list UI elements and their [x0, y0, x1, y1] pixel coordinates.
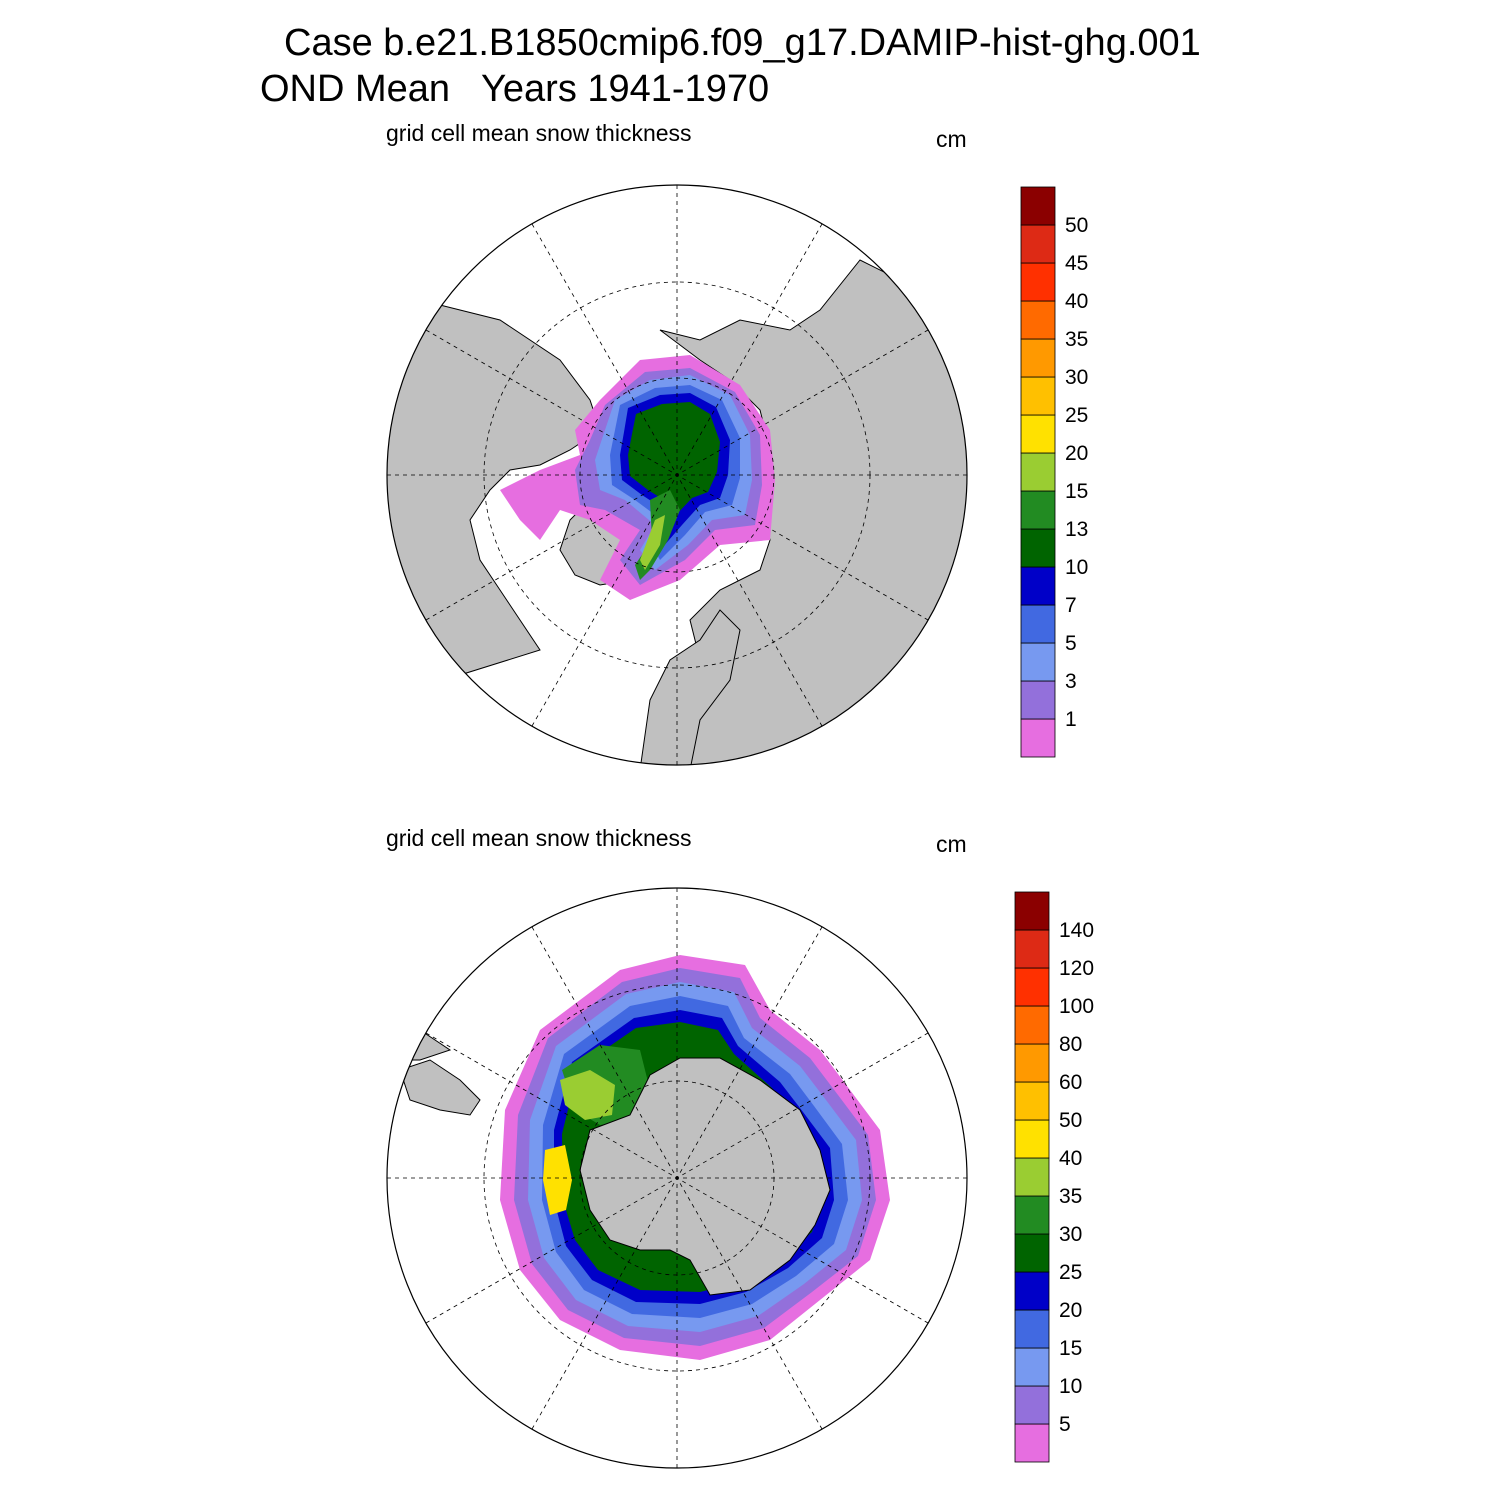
colorbar-tick-label: 10: [1065, 556, 1088, 579]
north-panel-unit: cm: [936, 126, 967, 152]
colorbar-swatch: [1014, 1271, 1050, 1311]
colorbar-swatch: [1020, 528, 1056, 568]
colorbar-swatch: [1014, 1347, 1050, 1387]
south-snow-band-45cm: [543, 1145, 572, 1215]
colorbar-tick-label: 50: [1059, 1109, 1082, 1132]
south-snow-band-40cm: [560, 1070, 615, 1120]
colorbar-swatch: [1020, 566, 1056, 606]
colorbar-swatch: [1020, 224, 1056, 264]
colorbar-swatch: [1020, 414, 1056, 454]
colorbar-swatch: [1014, 1043, 1050, 1083]
colorbar-tick-label: 5: [1059, 1413, 1071, 1436]
colorbar-tick-label: 40: [1065, 290, 1088, 313]
colorbar-swatch: [1014, 929, 1050, 969]
colorbar-tick-label: 60: [1059, 1071, 1082, 1094]
colorbar-tick-label: 10: [1059, 1375, 1082, 1398]
colorbar-swatch: [1014, 1423, 1050, 1463]
colorbar-swatch: [1014, 1195, 1050, 1235]
north-panel-subtitle: grid cell mean snow thickness: [386, 120, 692, 146]
north-graticule: [387, 185, 967, 765]
south-map-border: [386, 887, 968, 1469]
north-landmass-left: [387, 299, 601, 701]
colorbar-tick-label: 20: [1065, 442, 1088, 465]
colorbar-swatch: [1020, 262, 1056, 302]
north-snow-band-13cm: [628, 402, 720, 535]
colorbar-tick-label: 80: [1059, 1033, 1082, 1056]
colorbar-swatch: [1014, 1005, 1050, 1045]
colorbar-swatch: [1020, 642, 1056, 682]
colorbar-tick-label: 140: [1059, 919, 1094, 942]
colorbar-tick-label: 1: [1065, 708, 1077, 731]
colorbar-tick-label: 50: [1065, 214, 1088, 237]
colorbar-tick-label: 30: [1059, 1223, 1082, 1246]
colorbar-tick-label: 3: [1065, 670, 1077, 693]
south-polar-map: [386, 887, 968, 1469]
colorbar-swatch: [1020, 186, 1056, 226]
colorbar-tick-label: 15: [1065, 480, 1088, 503]
colorbar-swatch: [1020, 338, 1056, 378]
colorbar-tick-label: 25: [1065, 404, 1088, 427]
colorbar-tick-label: 45: [1065, 252, 1088, 275]
north-snow-band-20cm: [640, 515, 665, 570]
north-polar-map: [386, 184, 968, 766]
colorbar-tick-label: 15: [1059, 1337, 1082, 1360]
south-panel-unit: cm: [936, 831, 967, 857]
colorbar-tick-label: 13: [1065, 518, 1088, 541]
colorbar-swatch: [1014, 1385, 1050, 1425]
figure-title-period: OND Mean Years 1941-1970: [260, 68, 770, 110]
colorbar-swatch: [1014, 1119, 1050, 1159]
colorbar-swatch: [1014, 1157, 1050, 1197]
colorbar-swatch: [1020, 680, 1056, 720]
colorbar-swatch: [1020, 452, 1056, 492]
north-map-border: [386, 184, 968, 766]
south-graticule: [387, 888, 967, 1468]
south-south-america-tip: [399, 1059, 481, 1116]
colorbar-tick-label: 35: [1059, 1185, 1082, 1208]
colorbar-swatch: [1020, 300, 1056, 340]
colorbar-tick-label: 35: [1065, 328, 1088, 351]
colorbar-swatch: [1014, 967, 1050, 1007]
colorbar-tick-label: 40: [1059, 1147, 1082, 1170]
colorbar-tick-label: 5: [1065, 632, 1077, 655]
colorbar-swatch: [1020, 376, 1056, 416]
colorbar-tick-label: 30: [1065, 366, 1088, 389]
colorbar-swatch: [1014, 1309, 1050, 1349]
figure-title-case: Case b.e21.B1850cmip6.f09_g17.DAMIP-hist…: [284, 22, 1201, 64]
colorbar-tick-label: 100: [1059, 995, 1094, 1018]
colorbar-swatch: [1014, 891, 1050, 931]
south-colorbar: 5 10 15 20 25 30 35 40 50 60 80 100 120 140: [1014, 891, 1094, 1463]
colorbar-swatch: [1014, 1081, 1050, 1121]
colorbar-tick-label: 120: [1059, 957, 1094, 980]
colorbar-tick-label: 20: [1059, 1299, 1082, 1322]
colorbar-swatch: [1020, 718, 1056, 758]
colorbar-tick-label: 25: [1059, 1261, 1082, 1284]
colorbar-tick-label: 7: [1065, 594, 1077, 617]
north-europe-land: [639, 609, 741, 765]
colorbar-swatch: [1014, 1233, 1050, 1273]
colorbar-swatch: [1020, 490, 1056, 530]
colorbar-swatch: [1020, 604, 1056, 644]
south-antarctica: [579, 1057, 831, 1296]
south-panel-subtitle: grid cell mean snow thickness: [386, 825, 692, 851]
